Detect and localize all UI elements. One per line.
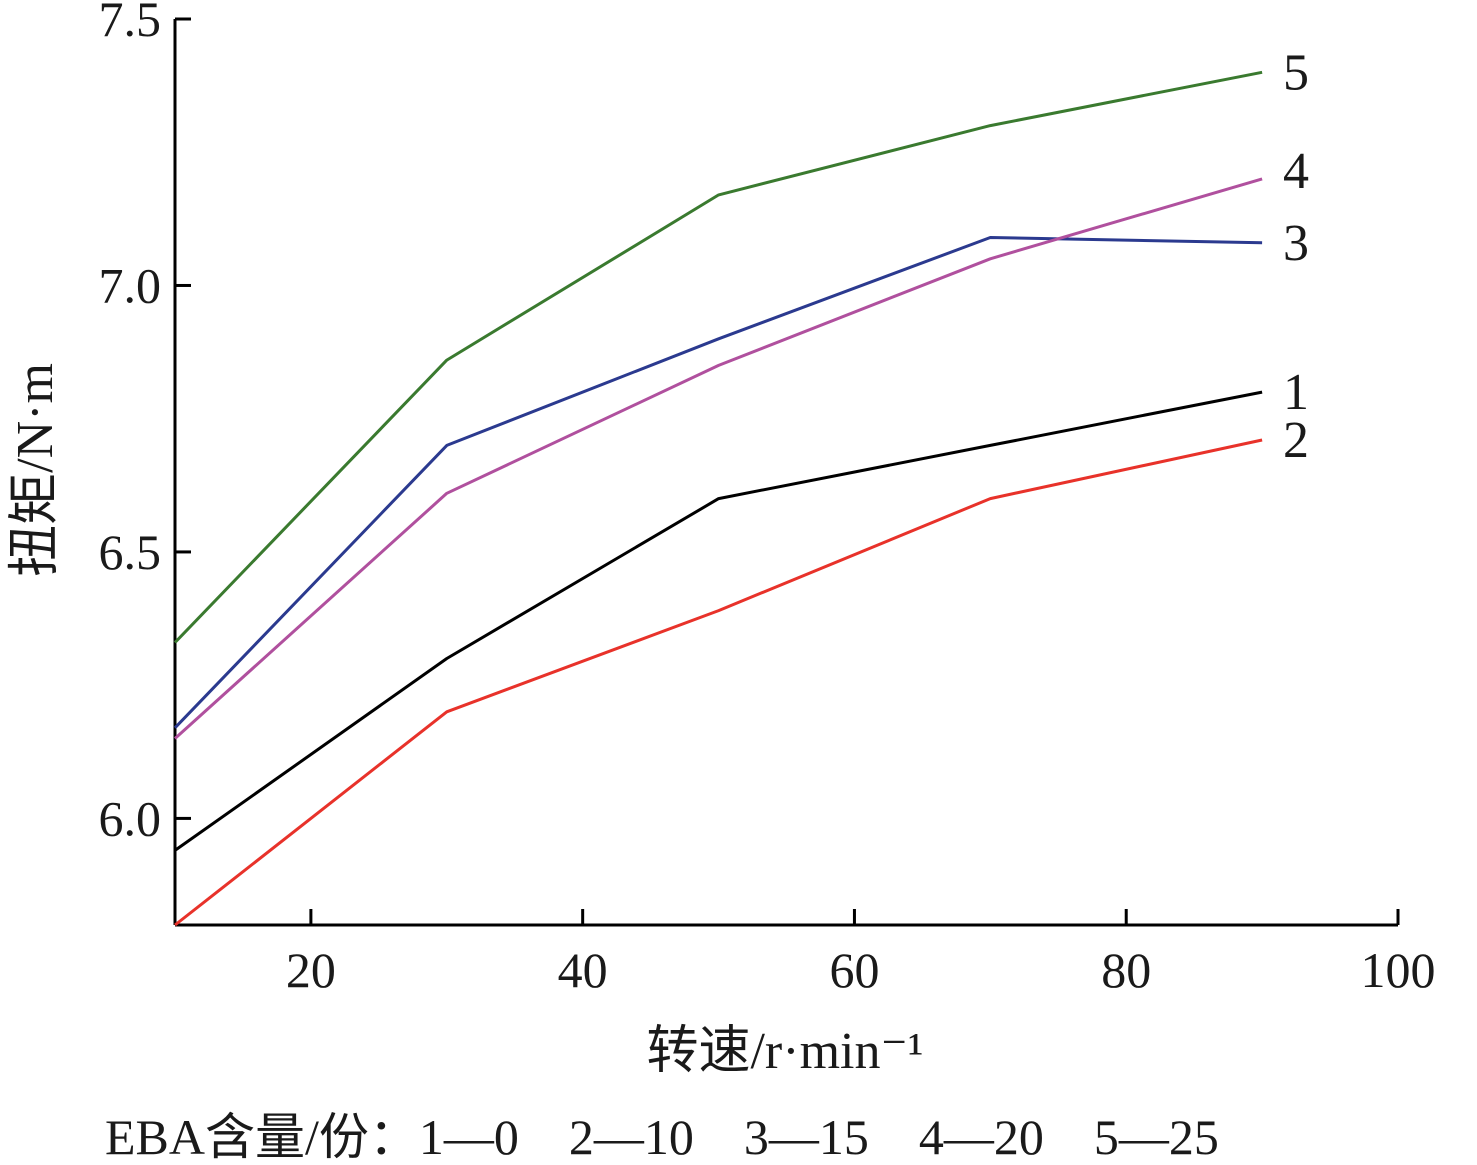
axes: 20 40 60 80 100 6.0 6.5 7.0 7.5 [99, 0, 1436, 998]
x-tick-label: 100 [1361, 942, 1436, 998]
series-line-3 [173, 236, 1263, 729]
x-axis-title: 转速/r·min⁻¹ [646, 1023, 923, 1080]
y-tick-label: 6.0 [99, 790, 162, 846]
series-line-2 [174, 438, 1263, 927]
series-label-3: 3 [1283, 215, 1309, 272]
y-axis-title: 扭矩/N·m [7, 363, 64, 577]
series-label-2: 2 [1283, 412, 1309, 469]
series-label-4: 4 [1283, 143, 1309, 200]
series-labels: 12 3 4 5 [1283, 44, 1309, 469]
x-tick-label: 20 [286, 942, 336, 998]
series-line-1 [174, 390, 1263, 852]
x-tick-label: 40 [558, 942, 608, 998]
y-tick-label: 7.5 [99, 0, 162, 47]
series-label-5: 5 [1283, 44, 1309, 101]
series-line-5 [173, 70, 1263, 644]
series-lines [173, 70, 1263, 927]
series-label-1: 1 [1283, 364, 1309, 421]
y-tick-label: 6.5 [99, 524, 162, 580]
x-tick-label: 60 [829, 942, 879, 998]
y-tick-label: 7.0 [99, 257, 162, 313]
series-line-4 [173, 177, 1263, 740]
legend-caption: EBA含量/份：1—0 2—10 3—15 4—20 5—25 [105, 1109, 1219, 1165]
x-tick-label: 80 [1101, 942, 1151, 998]
